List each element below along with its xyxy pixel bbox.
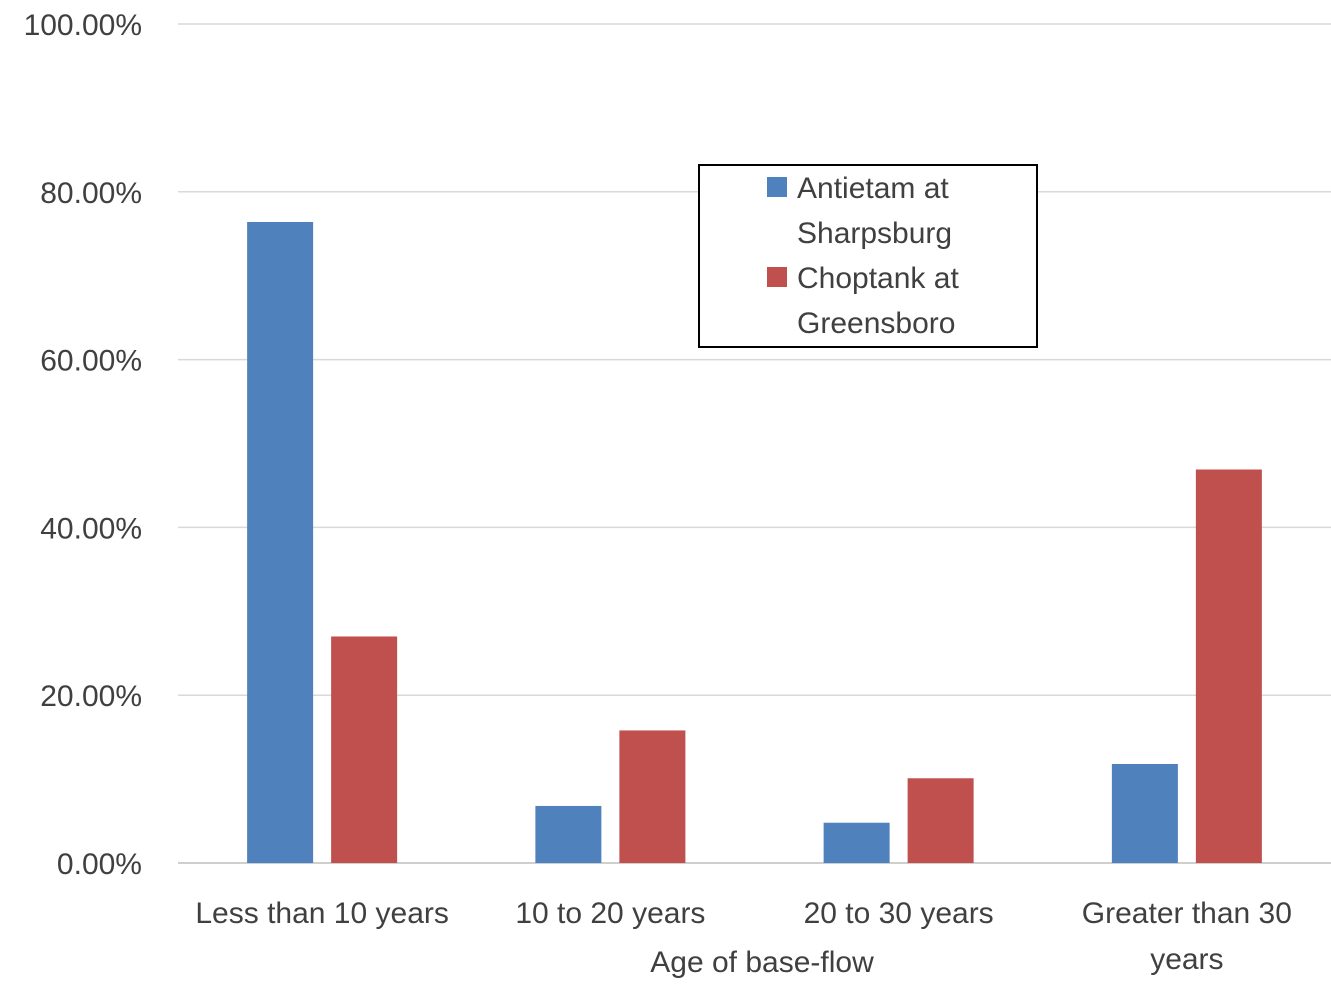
- bar-choptank: [331, 636, 398, 863]
- y-tick-label: 80.00%: [40, 177, 142, 210]
- x-tick-label: 20 to 30 years: [804, 897, 994, 930]
- y-tick-label: 0.00%: [57, 848, 142, 881]
- bar-antietam: [823, 822, 890, 863]
- x-axis-tick-labels: Less than 10 years 10 to 20 years 20 to 30…: [195, 897, 1292, 976]
- y-tick-label: 100.00%: [24, 9, 142, 42]
- bar-choptank: [1195, 469, 1262, 863]
- y-tick-label: 60.00%: [40, 345, 142, 378]
- bar-choptank: [619, 730, 686, 863]
- y-tick-label: 40.00%: [40, 512, 142, 545]
- x-tick-label: Greater than 30 years: [1082, 897, 1292, 976]
- y-axis-tick-labels: 0.00% 20.00% 40.00% 60.00% 80.00% 100.00%: [24, 9, 142, 881]
- x-tick-label: 10 to 20 years: [515, 897, 705, 930]
- x-axis-title: Age of base-flow: [650, 946, 874, 979]
- y-tick-label: 20.00%: [40, 680, 142, 713]
- bar-choptank: [907, 778, 974, 863]
- bar-antietam: [535, 805, 602, 863]
- legend-swatch: [767, 267, 787, 287]
- legend-swatch: [767, 177, 787, 197]
- legend-label: Antietam at Sharpsburg: [797, 172, 952, 250]
- bar-antietam: [247, 222, 314, 863]
- x-tick-label: Less than 10 years: [195, 897, 449, 930]
- legend-box: [698, 164, 1038, 348]
- bar-antietam: [1111, 763, 1178, 863]
- bars: [247, 222, 1262, 863]
- legend-label: Choptank at Greensboro: [797, 262, 959, 340]
- legend: Antietam at Sharpsburg Choptank at Greensbo…: [698, 164, 1038, 348]
